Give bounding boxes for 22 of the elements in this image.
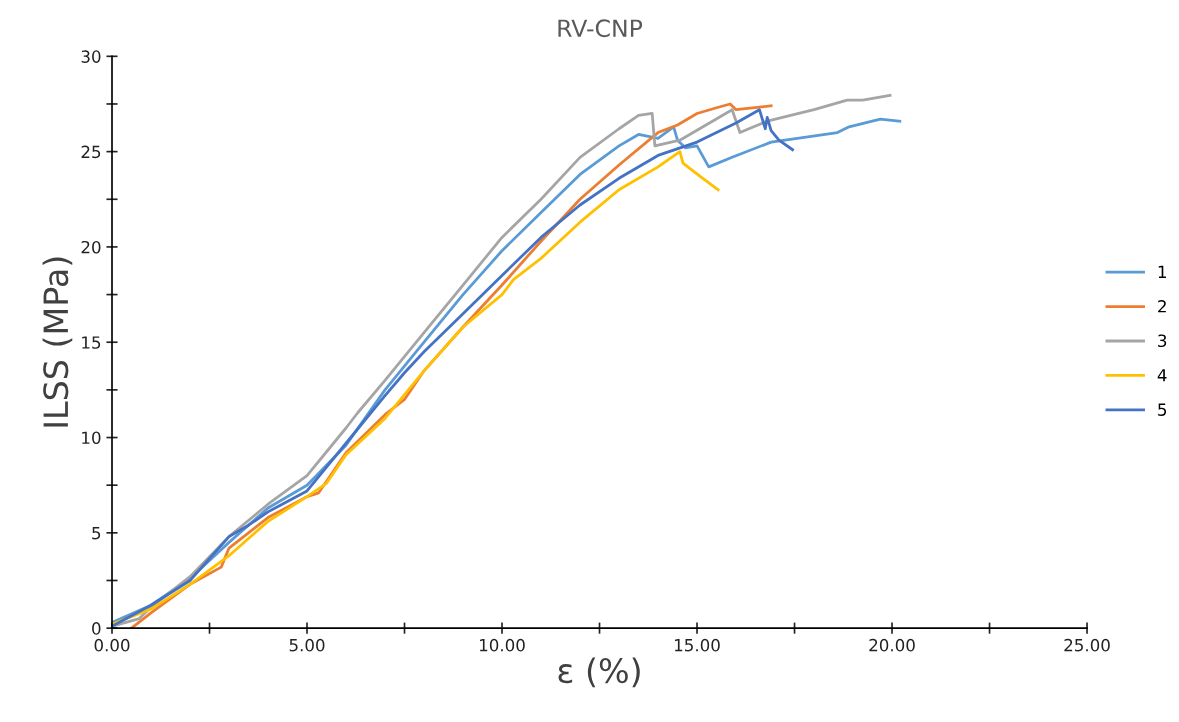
y-tick-label: 20 <box>81 240 101 254</box>
y-tick-label: 10 <box>82 431 101 445</box>
y-axis-title: ILSS (MPa) <box>42 257 73 427</box>
x-tick-label: 10.00 <box>479 638 525 652</box>
x-tick-label: 15.00 <box>675 638 720 652</box>
x-tick-label: 25.00 <box>1064 638 1110 652</box>
x-axis-title: ε (%) <box>558 657 640 688</box>
legend-label: 1 <box>1158 265 1166 278</box>
y-tick-label: 30 <box>81 50 101 63</box>
y-tick-label: 25 <box>81 145 101 159</box>
line-series <box>112 150 720 626</box>
legend-label: 2 <box>1158 299 1166 313</box>
legend-label: 3 <box>1158 334 1167 348</box>
y-tick-label: 5 <box>92 527 101 540</box>
x-tick-label: 5.00 <box>289 638 325 652</box>
legend-label: 5 <box>1158 403 1167 416</box>
y-tick-label: 0 <box>92 622 101 635</box>
y-tick-label: 15 <box>82 336 101 349</box>
x-tick-label: 0.00 <box>94 638 130 652</box>
x-tick-label: 20.00 <box>869 638 915 652</box>
chart-title: RV-CNP <box>558 19 643 38</box>
legend-label: 4 <box>1157 369 1167 382</box>
